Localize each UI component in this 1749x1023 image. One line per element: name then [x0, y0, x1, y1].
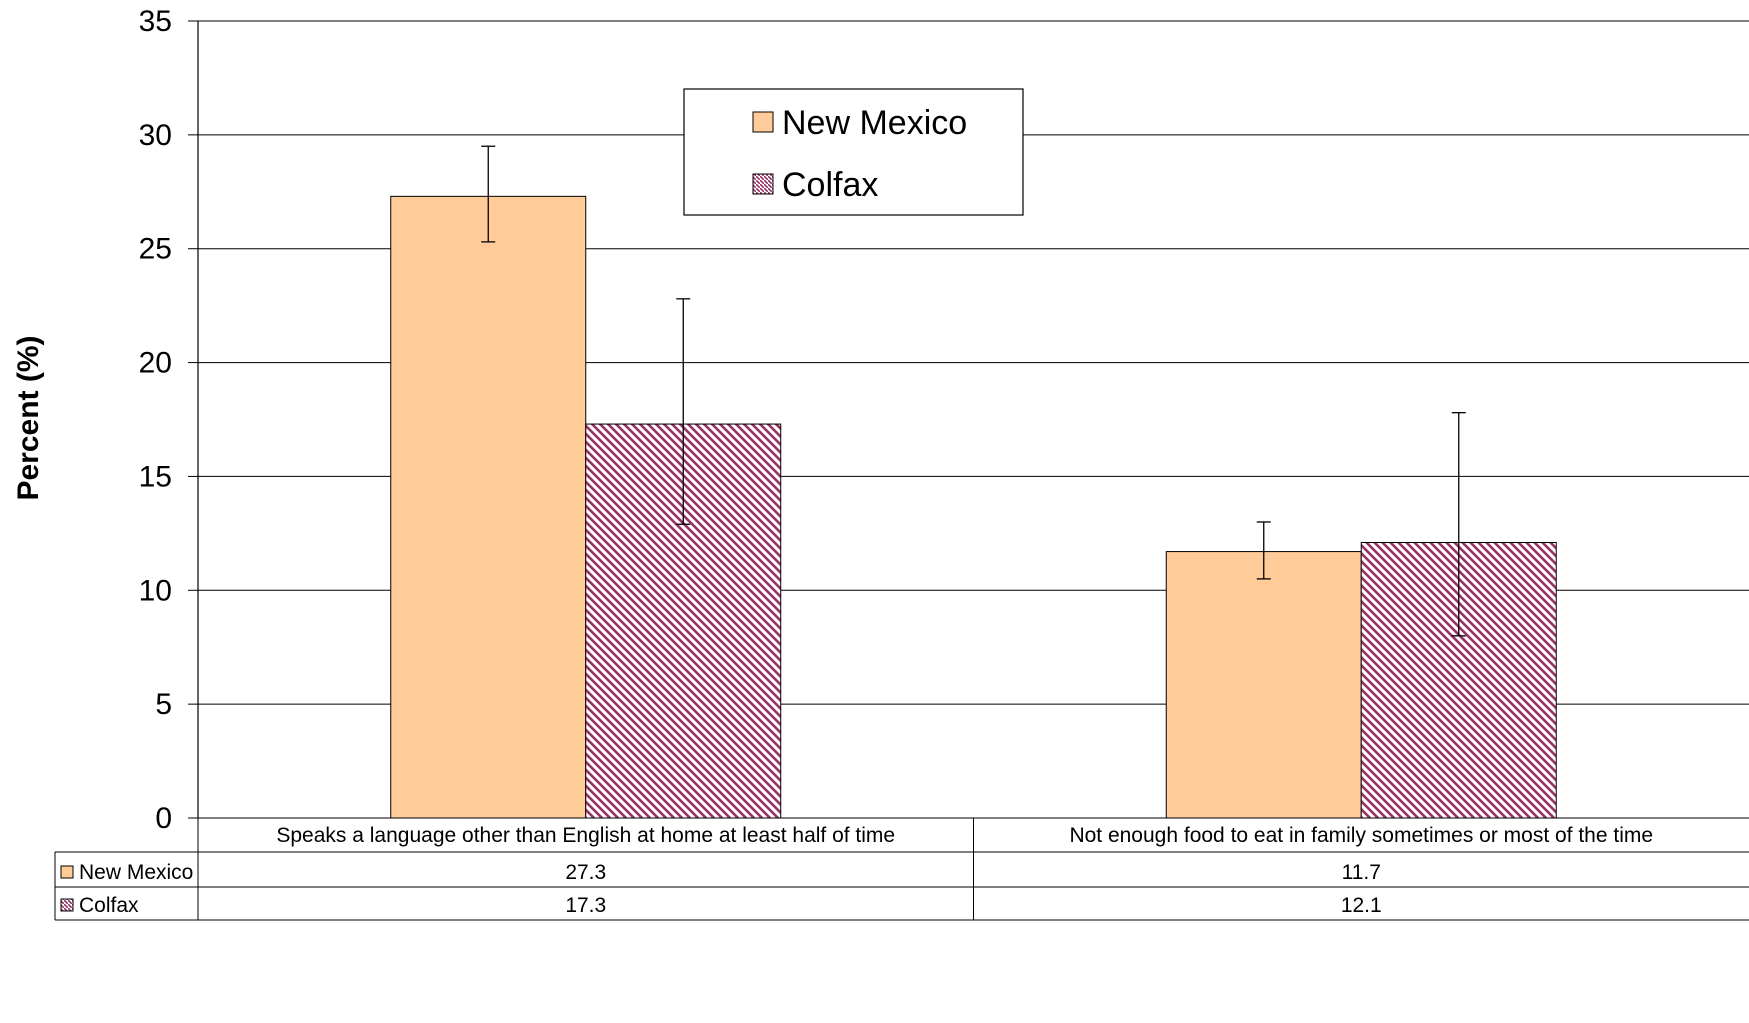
y-axis: 0 5 10 15 20 25 30 35 — [139, 5, 199, 835]
bar-new-mexico — [1165, 551, 1362, 819]
y-tick-label: 25 — [139, 233, 172, 266]
table-value: 17.3 — [565, 894, 606, 917]
table-value: 12.1 — [1341, 894, 1382, 917]
y-axis-label: Percent (%) — [12, 335, 45, 500]
error-bars — [481, 145, 1466, 637]
legend: New Mexico Colfax — [683, 88, 1024, 216]
table-value: 27.3 — [565, 861, 606, 884]
legend-label: New Mexico — [782, 104, 967, 142]
legend-label: Colfax — [782, 166, 878, 204]
x-category-label: Not enough food to eat in family sometim… — [1069, 824, 1653, 847]
y-tick-label: 20 — [139, 347, 172, 380]
table-value: 11.7 — [1342, 861, 1381, 884]
y-tick-label: 15 — [139, 460, 172, 493]
legend-box — [683, 88, 1024, 216]
y-tick-label: 30 — [139, 119, 172, 152]
y-tick-label: 35 — [139, 5, 172, 38]
data-table: Speaks a language other than English at … — [54, 817, 1749, 921]
table-swatch — [60, 865, 74, 879]
x-category-label: Speaks a language other than English at … — [276, 824, 895, 847]
y-tick-label: 5 — [155, 688, 172, 721]
bars — [390, 195, 1557, 819]
table-swatch — [60, 898, 74, 912]
legend-swatch — [752, 111, 774, 133]
table-row-label: New Mexico — [79, 861, 193, 884]
y-tick-label: 10 — [139, 574, 172, 607]
bar-new-mexico — [390, 195, 587, 819]
y-tick-label: 0 — [155, 802, 172, 835]
legend-swatch — [752, 173, 774, 195]
table-row-label: Colfax — [79, 894, 139, 917]
